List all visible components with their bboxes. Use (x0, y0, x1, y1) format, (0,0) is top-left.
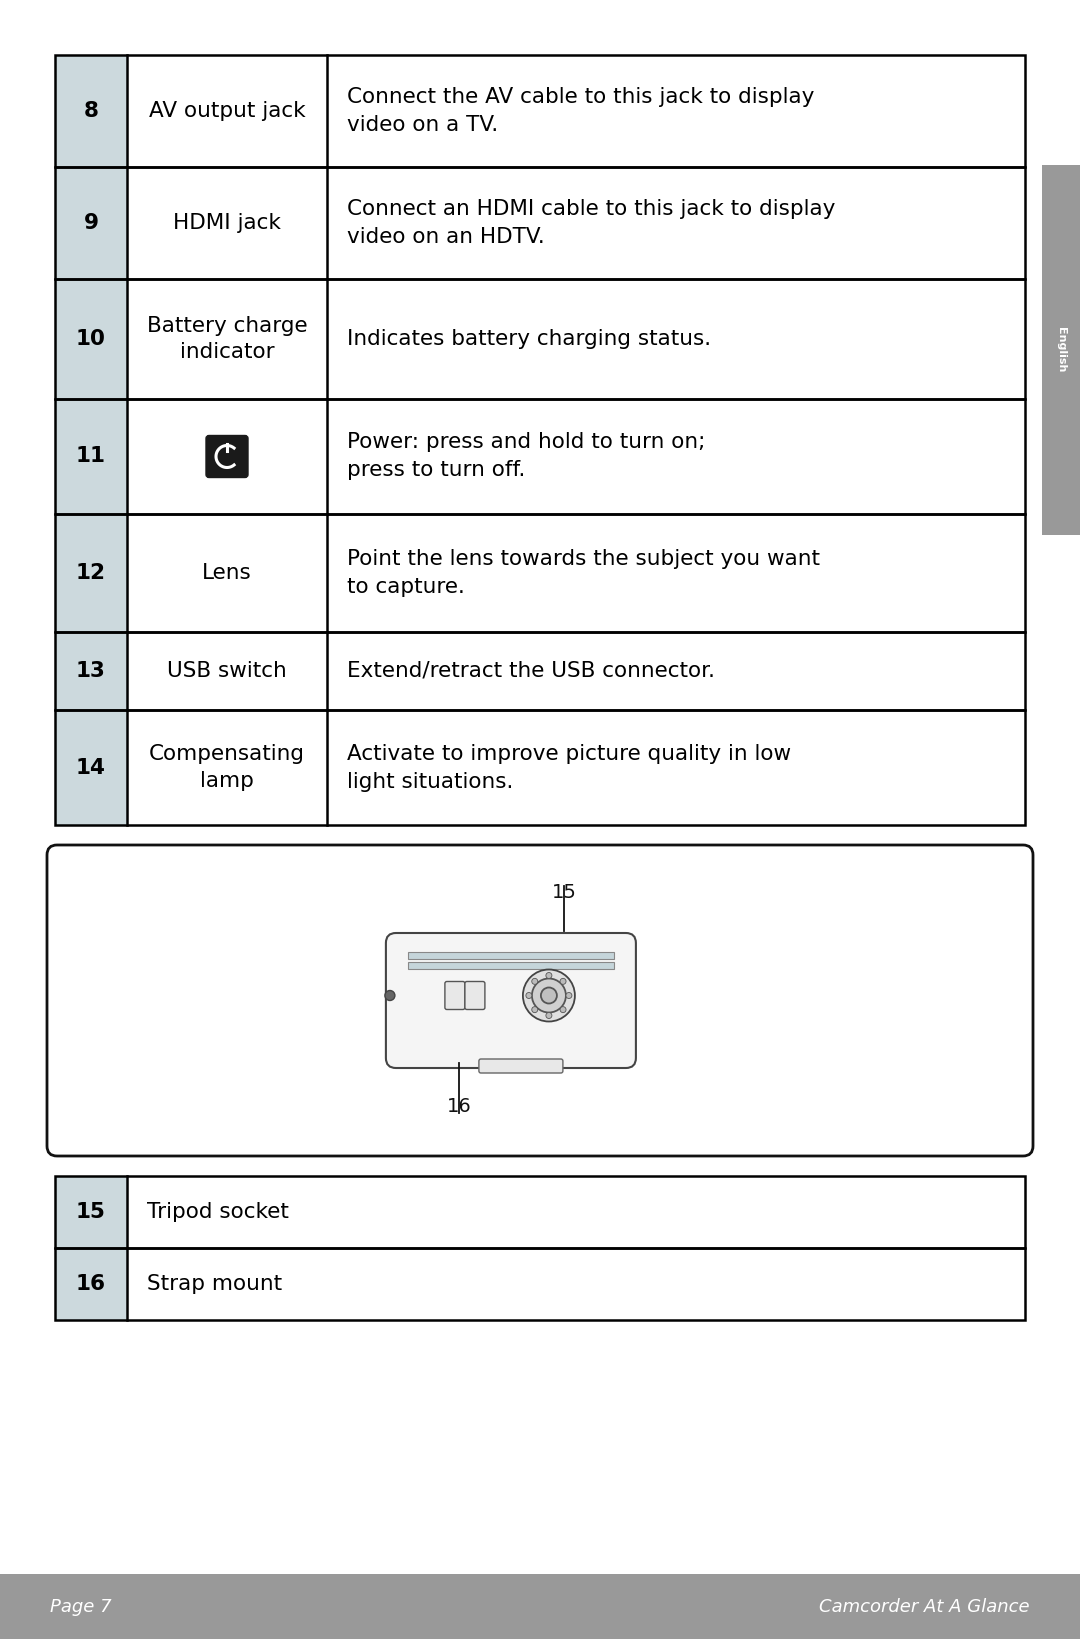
FancyBboxPatch shape (48, 846, 1032, 1155)
Text: Connect an HDMI cable to this jack to display
video on an HDTV.: Connect an HDMI cable to this jack to di… (347, 198, 835, 247)
Bar (55, 710, 1025, 824)
Text: Power: press and hold to turn on;
press to turn off.: Power: press and hold to turn on; press … (347, 433, 705, 480)
Bar (55, 515, 127, 633)
Bar (55, 279, 1025, 398)
FancyBboxPatch shape (478, 1059, 563, 1074)
Text: 11: 11 (76, 446, 106, 467)
FancyBboxPatch shape (386, 933, 636, 1069)
Bar (55, 167, 127, 279)
Bar (408, 962, 613, 969)
Text: 14: 14 (76, 757, 106, 777)
Text: Extend/retract the USB connector.: Extend/retract the USB connector. (347, 661, 715, 680)
FancyBboxPatch shape (206, 436, 248, 477)
Text: 15: 15 (552, 883, 577, 901)
Text: Camcorder At A Glance: Camcorder At A Glance (820, 1598, 1030, 1616)
Bar (408, 952, 613, 959)
Bar (55, 56, 1025, 167)
Bar (55, 633, 1025, 710)
Text: 13: 13 (76, 661, 106, 680)
Circle shape (531, 978, 566, 1013)
Bar (55, 515, 1025, 633)
Text: Indicates battery charging status.: Indicates battery charging status. (347, 329, 711, 349)
FancyBboxPatch shape (464, 982, 485, 1010)
Text: 10: 10 (76, 329, 106, 349)
Bar (0, 1573, 1080, 1639)
Circle shape (526, 993, 531, 998)
Bar (55, 710, 127, 824)
Text: Connect the AV cable to this jack to display
video on a TV.: Connect the AV cable to this jack to dis… (347, 87, 814, 134)
Bar (55, 56, 127, 167)
Bar (55, 1247, 1025, 1319)
Text: 15: 15 (76, 1201, 106, 1223)
Text: Tripod socket: Tripod socket (147, 1201, 288, 1223)
Circle shape (531, 978, 538, 985)
Circle shape (561, 1006, 566, 1013)
Bar (55, 1177, 127, 1247)
Circle shape (545, 972, 552, 978)
Circle shape (545, 1013, 552, 1018)
Text: Strap mount: Strap mount (147, 1274, 282, 1295)
Circle shape (384, 990, 395, 1000)
Bar (55, 398, 127, 515)
Text: HDMI jack: HDMI jack (173, 213, 281, 233)
Bar (55, 279, 127, 398)
Bar (55, 1247, 127, 1319)
FancyBboxPatch shape (445, 982, 464, 1010)
Bar (55, 167, 1025, 279)
Circle shape (523, 970, 575, 1021)
Text: 16: 16 (76, 1274, 106, 1295)
Text: Activate to improve picture quality in low
light situations.: Activate to improve picture quality in l… (347, 744, 792, 792)
Text: Lens: Lens (202, 564, 252, 583)
Text: Battery charge
indicator: Battery charge indicator (147, 316, 308, 362)
Text: Page 7: Page 7 (50, 1598, 111, 1616)
Text: English: English (1056, 328, 1066, 372)
Text: USB switch: USB switch (167, 661, 287, 680)
Bar (55, 398, 1025, 515)
Circle shape (566, 993, 572, 998)
Circle shape (561, 978, 566, 985)
Circle shape (531, 1006, 538, 1013)
Text: AV output jack: AV output jack (149, 102, 306, 121)
Bar (55, 633, 127, 710)
Text: Compensating
lamp: Compensating lamp (149, 744, 305, 790)
Text: 12: 12 (76, 564, 106, 583)
Bar (1042, 166, 1080, 534)
Circle shape (541, 988, 557, 1003)
Bar (55, 1177, 1025, 1247)
Text: 16: 16 (446, 1096, 471, 1116)
Text: 8: 8 (83, 102, 98, 121)
Text: Point the lens towards the subject you want
to capture.: Point the lens towards the subject you w… (347, 549, 820, 597)
Text: 9: 9 (83, 213, 98, 233)
